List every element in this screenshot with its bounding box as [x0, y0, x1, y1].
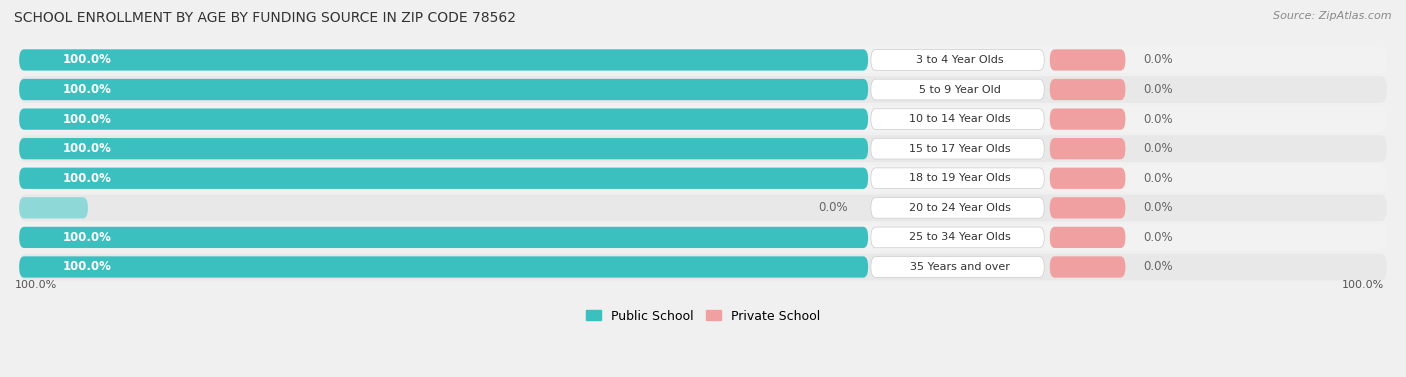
Text: 0.0%: 0.0%	[1143, 54, 1173, 66]
Text: 100.0%: 100.0%	[63, 261, 112, 273]
Text: 100.0%: 100.0%	[15, 280, 58, 290]
Text: 0.0%: 0.0%	[1143, 83, 1173, 96]
FancyBboxPatch shape	[870, 227, 1045, 248]
FancyBboxPatch shape	[20, 49, 868, 70]
Text: 100.0%: 100.0%	[63, 83, 112, 96]
Text: 0.0%: 0.0%	[1143, 261, 1173, 273]
Text: Source: ZipAtlas.com: Source: ZipAtlas.com	[1274, 11, 1392, 21]
Text: 20 to 24 Year Olds: 20 to 24 Year Olds	[910, 203, 1011, 213]
FancyBboxPatch shape	[20, 47, 1386, 73]
Text: 100.0%: 100.0%	[63, 54, 112, 66]
Text: 15 to 17 Year Olds: 15 to 17 Year Olds	[910, 144, 1011, 154]
Text: 0.0%: 0.0%	[1143, 113, 1173, 126]
Text: 35 Years and over: 35 Years and over	[910, 262, 1011, 272]
Text: 100.0%: 100.0%	[1341, 280, 1384, 290]
Text: 100.0%: 100.0%	[63, 172, 112, 185]
FancyBboxPatch shape	[1050, 79, 1125, 100]
Text: 5 to 9 Year Old: 5 to 9 Year Old	[920, 84, 1001, 95]
FancyBboxPatch shape	[20, 254, 1386, 280]
FancyBboxPatch shape	[1050, 49, 1125, 70]
FancyBboxPatch shape	[1050, 109, 1125, 130]
Text: 0.0%: 0.0%	[1143, 142, 1173, 155]
Text: 18 to 19 Year Olds: 18 to 19 Year Olds	[910, 173, 1011, 183]
Text: 25 to 34 Year Olds: 25 to 34 Year Olds	[910, 232, 1011, 242]
Text: 100.0%: 100.0%	[63, 142, 112, 155]
FancyBboxPatch shape	[20, 197, 89, 219]
FancyBboxPatch shape	[20, 79, 868, 100]
FancyBboxPatch shape	[870, 138, 1045, 159]
Text: 100.0%: 100.0%	[63, 231, 112, 244]
Text: 10 to 14 Year Olds: 10 to 14 Year Olds	[910, 114, 1011, 124]
FancyBboxPatch shape	[20, 168, 868, 189]
FancyBboxPatch shape	[1050, 197, 1125, 219]
FancyBboxPatch shape	[20, 195, 1386, 221]
FancyBboxPatch shape	[20, 76, 1386, 103]
FancyBboxPatch shape	[20, 138, 868, 159]
FancyBboxPatch shape	[20, 256, 868, 277]
Text: 0.0%: 0.0%	[1143, 201, 1173, 215]
Text: 0.0%: 0.0%	[818, 201, 848, 215]
FancyBboxPatch shape	[20, 165, 1386, 192]
Text: SCHOOL ENROLLMENT BY AGE BY FUNDING SOURCE IN ZIP CODE 78562: SCHOOL ENROLLMENT BY AGE BY FUNDING SOUR…	[14, 11, 516, 25]
FancyBboxPatch shape	[20, 109, 868, 130]
Text: 0.0%: 0.0%	[1143, 172, 1173, 185]
Text: 100.0%: 100.0%	[63, 113, 112, 126]
FancyBboxPatch shape	[20, 135, 1386, 162]
FancyBboxPatch shape	[1050, 138, 1125, 159]
FancyBboxPatch shape	[870, 79, 1045, 100]
FancyBboxPatch shape	[1050, 227, 1125, 248]
Text: 3 to 4 Year Olds: 3 to 4 Year Olds	[917, 55, 1004, 65]
Text: 0.0%: 0.0%	[1143, 231, 1173, 244]
FancyBboxPatch shape	[870, 168, 1045, 188]
FancyBboxPatch shape	[870, 198, 1045, 218]
Legend: Public School, Private School: Public School, Private School	[581, 305, 825, 328]
FancyBboxPatch shape	[20, 106, 1386, 132]
FancyBboxPatch shape	[870, 109, 1045, 129]
FancyBboxPatch shape	[20, 224, 1386, 251]
FancyBboxPatch shape	[20, 227, 868, 248]
FancyBboxPatch shape	[1050, 168, 1125, 189]
FancyBboxPatch shape	[870, 50, 1045, 70]
FancyBboxPatch shape	[1050, 256, 1125, 277]
FancyBboxPatch shape	[870, 257, 1045, 277]
